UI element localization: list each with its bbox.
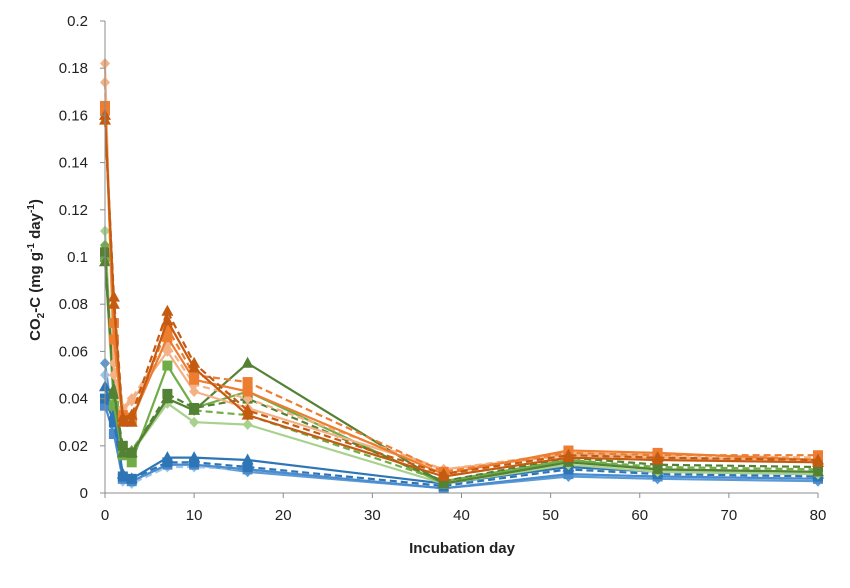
- data-point: [437, 477, 450, 489]
- x-tick-label: 40: [453, 507, 470, 524]
- y-tick-label: 0.16: [59, 107, 88, 124]
- data-point: [116, 410, 129, 422]
- data-point: [812, 453, 824, 465]
- y-axis-title: CO2-C (mg g-1 day-1): [26, 199, 47, 341]
- series-16: [99, 113, 824, 479]
- data-point: [161, 304, 174, 316]
- data-point: [108, 334, 119, 345]
- y-axis-title-sup2: -1: [26, 204, 37, 213]
- series-line: [103, 110, 818, 473]
- data-point: [189, 370, 200, 380]
- data-point: [162, 332, 173, 343]
- data-point: [108, 400, 119, 411]
- series-15: [99, 108, 824, 481]
- x-tick-label: 30: [364, 507, 381, 524]
- data-point: [651, 462, 664, 474]
- x-axis-title: Incubation day: [409, 540, 516, 557]
- series-10: [99, 255, 824, 489]
- data-point: [162, 322, 173, 333]
- series-line: [103, 252, 819, 483]
- series-line: [103, 256, 819, 485]
- data-point: [189, 416, 200, 428]
- y-tick-label: 0.14: [59, 155, 88, 172]
- series-line: [103, 63, 819, 471]
- series-line: [103, 230, 819, 485]
- series-8: [100, 252, 823, 489]
- data-point: [126, 393, 137, 405]
- data-point: [161, 392, 174, 404]
- series-line: [103, 245, 819, 483]
- x-tick-label: 20: [275, 507, 292, 524]
- axis-layer: 0 0.02 0.04 0.06 0.08 0.1 0.12 0.14 0.16 0.18 0.2 0…: [59, 13, 827, 524]
- data-point: [162, 360, 173, 371]
- data-point: [242, 386, 253, 397]
- y-axis-title-sub: 2: [36, 312, 47, 318]
- data-point: [562, 448, 575, 460]
- series-layer: [99, 57, 824, 494]
- y-axis-title-prefix: CO: [27, 318, 44, 341]
- x-tick-label: 10: [186, 507, 203, 524]
- data-point: [108, 429, 119, 439]
- data-point: [242, 462, 253, 473]
- y-tick-label: 0.12: [59, 202, 88, 219]
- data-point: [108, 318, 119, 329]
- y-tick-label: 0.2: [67, 13, 88, 30]
- y-axis-title-suffix: ): [27, 199, 44, 204]
- series-14: [100, 105, 823, 477]
- data-point: [116, 467, 129, 479]
- data-point: [162, 457, 173, 468]
- data-point: [651, 451, 664, 463]
- series-9: [100, 247, 823, 487]
- y-tick-label: 0.1: [67, 249, 88, 266]
- y-tick-label: 0.02: [59, 438, 88, 455]
- x-tick-label: 0: [101, 507, 109, 524]
- x-tick-label: 70: [721, 507, 738, 524]
- series-6: [100, 225, 823, 490]
- x-tick-label: 60: [631, 507, 648, 524]
- y-tick-label: 0.06: [59, 343, 88, 360]
- data-point: [161, 451, 174, 463]
- y-tick-label: 0: [80, 485, 88, 502]
- data-point: [188, 356, 201, 368]
- data-point: [188, 403, 201, 415]
- y-tick-label: 0.08: [59, 296, 88, 313]
- data-point: [242, 419, 253, 431]
- data-point: [116, 446, 129, 458]
- data-point: [161, 314, 174, 326]
- series-12: [100, 76, 823, 475]
- data-point: [437, 467, 450, 479]
- data-point: [241, 453, 254, 465]
- data-point: [188, 451, 201, 463]
- data-point: [189, 386, 200, 398]
- x-tick-label: 80: [810, 507, 827, 524]
- data-point: [126, 457, 137, 468]
- series-line: [103, 105, 819, 476]
- data-point: [241, 356, 254, 368]
- series-line: [103, 120, 819, 476]
- data-point: [242, 377, 253, 388]
- data-point: [812, 465, 824, 477]
- y-axis-title-mid2: day: [27, 212, 44, 243]
- data-point: [241, 403, 254, 415]
- y-tick-label: 0.04: [59, 391, 88, 408]
- data-point: [125, 446, 138, 458]
- series-7: [100, 239, 823, 487]
- y-tick-label: 0.18: [59, 60, 88, 77]
- data-point: [189, 457, 200, 468]
- data-point: [125, 415, 138, 427]
- y-axis-title-mid: -C (mg g: [27, 252, 44, 313]
- data-point: [107, 297, 120, 309]
- data-point: [125, 472, 138, 484]
- x-tick-label: 50: [542, 507, 559, 524]
- y-axis-title-sup1: -1: [26, 243, 37, 252]
- data-point: [107, 290, 120, 302]
- data-point: [125, 408, 138, 420]
- series-line: [103, 261, 819, 485]
